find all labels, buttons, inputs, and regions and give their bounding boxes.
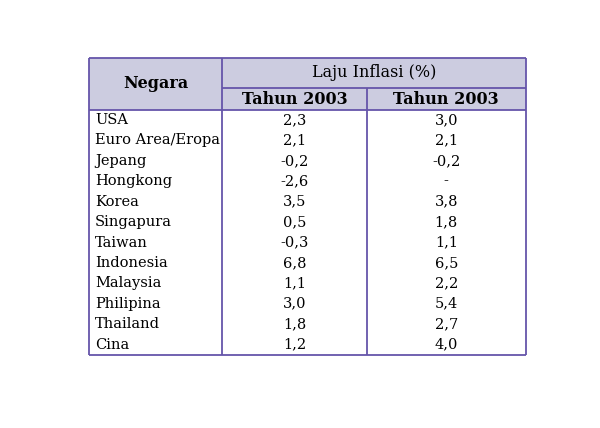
Text: Negara: Negara	[123, 75, 188, 92]
Text: -2,6: -2,6	[280, 174, 308, 188]
Text: 1,8: 1,8	[283, 317, 306, 331]
Text: 2,7: 2,7	[434, 317, 458, 331]
Text: Philipina: Philipina	[95, 297, 161, 311]
Text: Cina: Cina	[95, 338, 130, 351]
Text: 0,5: 0,5	[283, 215, 306, 229]
Text: 6,5: 6,5	[434, 256, 458, 270]
Text: 3,0: 3,0	[283, 297, 306, 311]
Text: 2,1: 2,1	[435, 134, 458, 148]
Text: Jepang: Jepang	[95, 154, 146, 168]
Text: 2,3: 2,3	[283, 113, 306, 127]
Text: USA: USA	[95, 113, 128, 127]
Text: 6,8: 6,8	[283, 256, 306, 270]
Text: 3,0: 3,0	[434, 113, 458, 127]
Text: 2,1: 2,1	[283, 134, 306, 148]
Text: Thailand: Thailand	[95, 317, 160, 331]
Text: -: -	[444, 174, 449, 188]
Text: Euro Area/Eropa: Euro Area/Eropa	[95, 134, 220, 148]
Text: 1,8: 1,8	[434, 215, 458, 229]
Text: Singapura: Singapura	[95, 215, 172, 229]
Text: -0,2: -0,2	[280, 154, 308, 168]
Text: Taiwan: Taiwan	[95, 235, 148, 250]
Text: 1,1: 1,1	[283, 276, 306, 290]
Text: 5,4: 5,4	[434, 297, 458, 311]
Text: Tahun 2003: Tahun 2003	[242, 91, 347, 107]
Text: Indonesia: Indonesia	[95, 256, 168, 270]
Bar	[89, 57, 526, 110]
Text: Tahun 2003: Tahun 2003	[394, 91, 499, 107]
Text: Malaysia: Malaysia	[95, 276, 161, 290]
Text: 2,2: 2,2	[434, 276, 458, 290]
Text: Korea: Korea	[95, 195, 139, 209]
Text: 3,8: 3,8	[434, 195, 458, 209]
Text: -0,3: -0,3	[280, 235, 308, 250]
Text: 4,0: 4,0	[434, 338, 458, 351]
Text: 1,2: 1,2	[283, 338, 306, 351]
Text: -0,2: -0,2	[432, 154, 460, 168]
Text: Laju Inflasi (%): Laju Inflasi (%)	[312, 65, 436, 81]
Text: 3,5: 3,5	[283, 195, 306, 209]
Text: Hongkong: Hongkong	[95, 174, 172, 188]
Bar	[89, 110, 526, 355]
Text: 1,1: 1,1	[435, 235, 458, 250]
